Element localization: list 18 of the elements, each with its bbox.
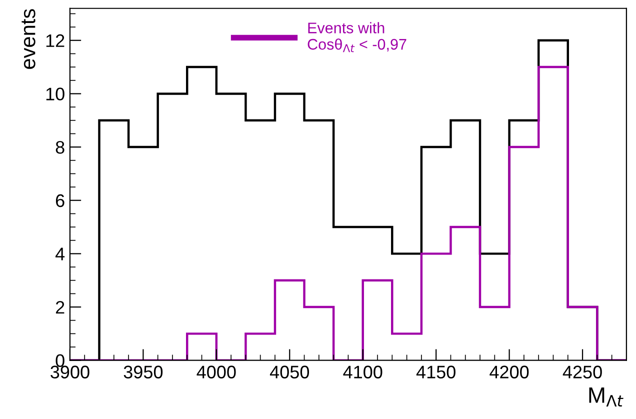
x-tick-label: 4250 [562,366,602,378]
x-tick-label: 4050 [270,366,310,378]
x-tick-label: 3950 [124,366,163,378]
x-tick-label: 4000 [196,366,236,378]
y-axis-title: events [22,9,36,69]
x-tick-label: 4100 [343,366,382,378]
y-tick-label: 6 [56,194,64,208]
x-axis-title: M$_{Λt}$ [589,388,624,406]
x-tick-label: 4150 [416,366,456,378]
y-tick-label: 0 [56,354,64,368]
x-tick-label: 3900 [50,366,90,378]
y-tick-label: 4 [55,248,65,260]
y-tick-label: 10 [46,88,64,100]
y-tick-label: 2 [56,300,64,314]
x-tick-label: 4200 [490,366,529,378]
y-tick-label: 8 [56,140,64,154]
legend-label: Events with Cosθ$_{Λt}$ < -0,97 [308,22,406,52]
y-tick-label: 12 [46,34,64,47]
